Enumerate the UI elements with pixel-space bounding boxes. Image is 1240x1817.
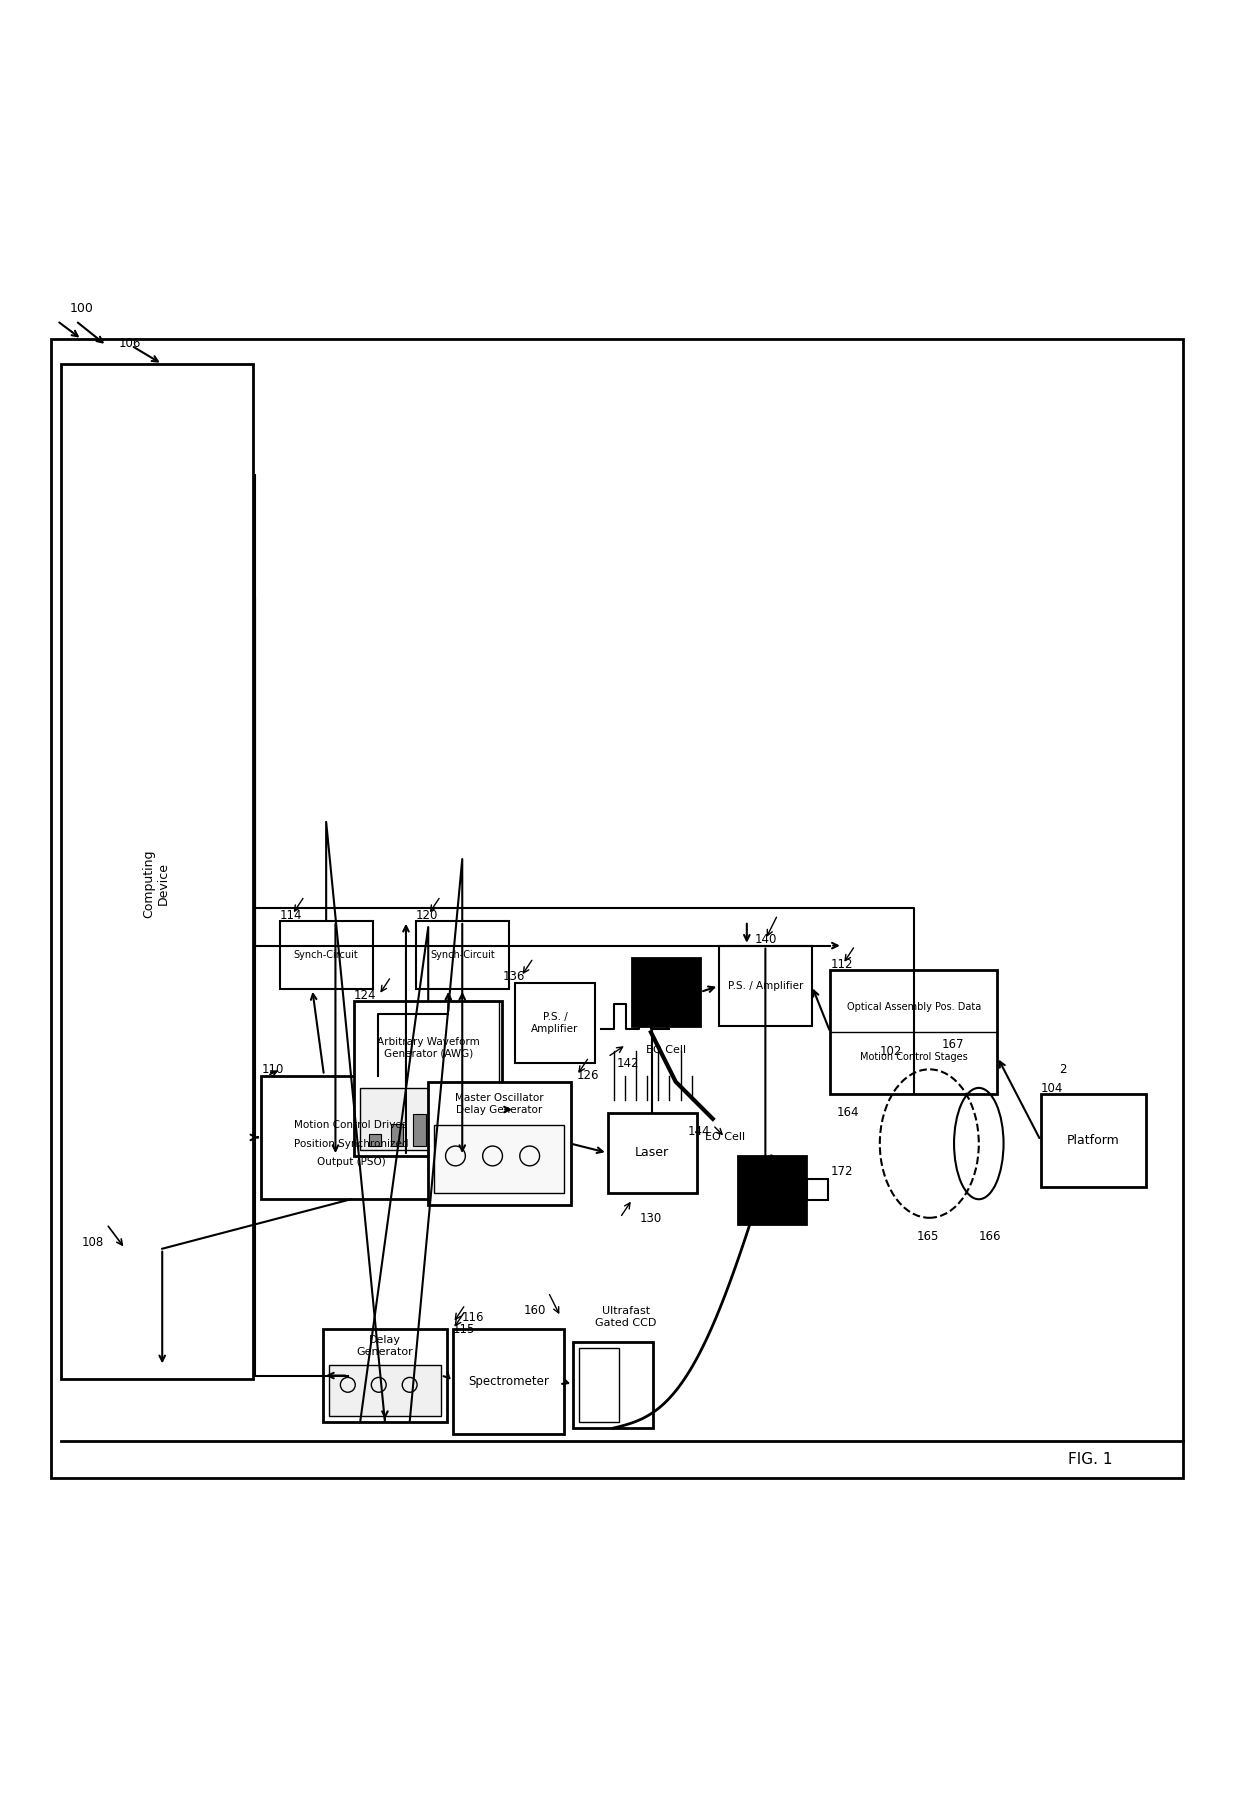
FancyBboxPatch shape — [1040, 1094, 1146, 1187]
FancyBboxPatch shape — [435, 1134, 448, 1147]
Text: 124: 124 — [353, 988, 377, 1001]
Text: Motion Control Stages: Motion Control Stages — [861, 1052, 967, 1061]
Text: Computing
Device: Computing Device — [143, 850, 170, 918]
Text: EO Cell: EO Cell — [706, 1132, 745, 1143]
FancyBboxPatch shape — [51, 340, 1183, 1477]
Text: Optical Assembly Pos. Data: Optical Assembly Pos. Data — [847, 1003, 981, 1012]
Text: FIG. 1: FIG. 1 — [1068, 1452, 1112, 1466]
FancyBboxPatch shape — [368, 1134, 381, 1147]
Text: Synch-Circuit: Synch-Circuit — [294, 950, 358, 959]
FancyBboxPatch shape — [360, 1088, 496, 1150]
FancyBboxPatch shape — [61, 363, 253, 1379]
Text: 142: 142 — [618, 1057, 640, 1070]
Text: Synch-Circuit: Synch-Circuit — [430, 950, 495, 959]
FancyBboxPatch shape — [280, 921, 372, 988]
Text: EO Cell: EO Cell — [646, 1045, 687, 1054]
FancyBboxPatch shape — [428, 1081, 570, 1205]
FancyBboxPatch shape — [632, 958, 701, 1027]
FancyBboxPatch shape — [480, 1114, 492, 1147]
Text: Motion Control Drives: Motion Control Drives — [294, 1119, 408, 1130]
FancyBboxPatch shape — [330, 1365, 440, 1415]
Text: Laser: Laser — [635, 1147, 670, 1159]
Text: 164: 164 — [837, 1107, 859, 1119]
Text: 136: 136 — [502, 970, 525, 983]
Text: 110: 110 — [262, 1063, 284, 1076]
FancyBboxPatch shape — [434, 1125, 564, 1194]
Text: 108: 108 — [82, 1236, 104, 1250]
FancyBboxPatch shape — [391, 1123, 403, 1147]
FancyBboxPatch shape — [579, 1348, 620, 1423]
Text: P.S. / Amplifier: P.S. / Amplifier — [728, 981, 804, 990]
Text: Output (PSO): Output (PSO) — [316, 1157, 386, 1167]
FancyBboxPatch shape — [738, 1156, 806, 1225]
Text: 165: 165 — [916, 1230, 940, 1243]
Text: 115: 115 — [453, 1323, 475, 1335]
FancyBboxPatch shape — [831, 970, 997, 1094]
Text: 116: 116 — [461, 1310, 484, 1323]
Text: 162: 162 — [639, 1007, 661, 1021]
Text: Delay
Generator: Delay Generator — [357, 1335, 413, 1357]
Text: 126: 126 — [577, 1070, 599, 1083]
FancyBboxPatch shape — [413, 1114, 425, 1147]
FancyBboxPatch shape — [515, 983, 595, 1063]
Text: Ultrafast
Gated CCD: Ultrafast Gated CCD — [595, 1306, 656, 1328]
Text: 130: 130 — [640, 1212, 662, 1225]
Text: 112: 112 — [831, 958, 853, 970]
FancyBboxPatch shape — [415, 921, 508, 988]
Text: Position Synchronized: Position Synchronized — [294, 1139, 408, 1148]
Text: 166: 166 — [978, 1230, 1001, 1243]
Text: 144: 144 — [688, 1125, 711, 1137]
Text: Master Oscillator
Delay Generator: Master Oscillator Delay Generator — [455, 1094, 543, 1116]
FancyBboxPatch shape — [608, 1112, 697, 1194]
Text: Platform: Platform — [1066, 1134, 1120, 1147]
Text: 120: 120 — [415, 908, 438, 921]
Text: 114: 114 — [280, 908, 303, 921]
Text: Spectrometer: Spectrometer — [469, 1375, 549, 1388]
FancyBboxPatch shape — [262, 1076, 440, 1199]
FancyBboxPatch shape — [719, 945, 812, 1027]
Text: P.S. /
Amplifier: P.S. / Amplifier — [532, 1012, 579, 1034]
Text: 102: 102 — [880, 1045, 903, 1057]
FancyBboxPatch shape — [324, 1330, 446, 1423]
Text: 172: 172 — [831, 1165, 853, 1177]
Text: 100: 100 — [69, 302, 93, 314]
FancyBboxPatch shape — [453, 1330, 564, 1434]
Text: 106: 106 — [119, 336, 141, 351]
Text: 104: 104 — [1040, 1081, 1063, 1094]
Text: 167: 167 — [941, 1038, 965, 1052]
FancyBboxPatch shape — [353, 1001, 502, 1156]
Text: 160: 160 — [523, 1305, 546, 1317]
Text: 140: 140 — [754, 934, 776, 947]
Text: 2: 2 — [1059, 1063, 1066, 1076]
Text: Arbitrary Waveform
Generator (AWG): Arbitrary Waveform Generator (AWG) — [377, 1038, 480, 1059]
FancyBboxPatch shape — [458, 1123, 470, 1147]
FancyBboxPatch shape — [573, 1341, 653, 1428]
